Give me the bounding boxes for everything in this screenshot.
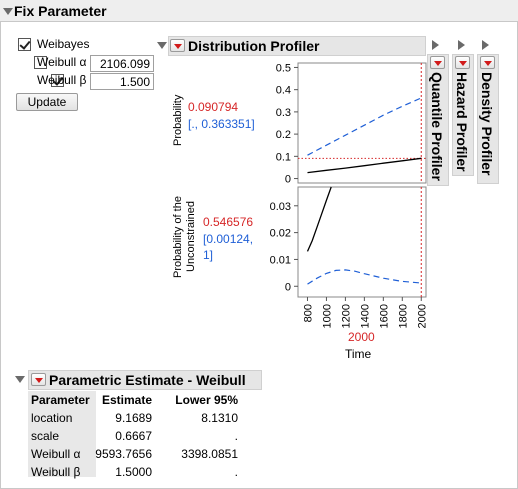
- row-lower95: .: [234, 465, 238, 479]
- x-tick-label: 1200: [340, 304, 352, 328]
- y-tick-label: 0.5: [276, 62, 291, 74]
- row-param: location: [31, 411, 73, 425]
- quantile-profiler-title: Quantile Profiler: [429, 72, 445, 181]
- panel2-ylabel: Probability of the: [172, 188, 184, 286]
- panel2-value: 0.546576: [203, 215, 254, 229]
- x-tick-label: 1000: [321, 304, 333, 328]
- weibayes-label: Weibayes: [37, 37, 90, 51]
- y-tick-label: 0.02: [270, 228, 291, 240]
- row-lower95: 3398.0851: [181, 447, 238, 461]
- header-parameter: Parameter: [31, 393, 90, 407]
- profiler-header: [168, 36, 426, 56]
- weibull-beta-label: Weibull β: [37, 73, 87, 87]
- density-profiler-tab[interactable]: [477, 54, 499, 184]
- quantile-profiler-tab[interactable]: [427, 54, 449, 186]
- density-disclosure-icon[interactable]: [482, 40, 489, 50]
- y-tick-label: 0.2: [276, 129, 291, 141]
- y-tick-label: 0.1: [276, 151, 291, 163]
- estimate-table: Parameter Estimate Lower 95% location 9.…: [28, 391, 242, 479]
- confidence-curve: [307, 97, 422, 156]
- hazard-profiler-title: Hazard Profiler: [454, 72, 470, 172]
- quantile-disclosure-icon[interactable]: [432, 40, 439, 50]
- header-estimate: Estimate: [101, 393, 152, 407]
- panel2-ylabel-line2: Unconstrained: [185, 201, 197, 273]
- estimate-menu-button[interactable]: [31, 373, 46, 386]
- row-param: scale: [31, 429, 60, 443]
- y-tick-label: 0.01: [270, 254, 291, 266]
- x-tick-label: 2000: [416, 304, 428, 328]
- hazard-menu-button[interactable]: [455, 56, 470, 69]
- panel2-ylabel-line1: Probability of the: [172, 196, 184, 278]
- weibayes-checkbox[interactable]: [18, 38, 31, 51]
- profiler-menu-button[interactable]: [170, 39, 185, 52]
- panel2-interval-1: [0.00124,: [203, 232, 254, 246]
- panel1-ylabel: Probability: [172, 94, 184, 146]
- profiler-disclosure-icon[interactable]: [157, 42, 167, 49]
- x-tick-label: 1600: [378, 304, 390, 328]
- row-param: Weibull β: [31, 465, 81, 479]
- panel2-ylabel-2: Unconstrained: [185, 196, 197, 278]
- row-lower95: .: [234, 429, 238, 443]
- plot-frame: [297, 186, 427, 298]
- x-tick-label: 1400: [359, 304, 371, 328]
- estimate-curve: [307, 157, 422, 174]
- disclosure-icon[interactable]: [3, 8, 13, 15]
- estimate-header: [28, 370, 262, 390]
- row-lower95: 8.1310: [201, 411, 238, 425]
- plot-frame: [297, 62, 427, 184]
- quantile-menu-button[interactable]: [430, 56, 445, 69]
- x-tick-label: 800: [302, 304, 314, 322]
- weibull-beta-input[interactable]: [90, 73, 154, 90]
- weibull-alpha-checkbox[interactable]: [34, 56, 48, 69]
- row-estimate: 9.1689: [115, 411, 152, 425]
- weibull-alpha-label: Weibull α: [37, 55, 87, 69]
- param-column-bg: [28, 391, 96, 477]
- panel1-interval: [., 0.363351]: [188, 117, 255, 131]
- y-tick-label: 0.3: [276, 107, 291, 119]
- row-estimate: 0.6667: [115, 429, 152, 443]
- outline-header: [0, 0, 518, 22]
- profiler-title: Distribution Profiler: [188, 38, 320, 54]
- density-menu-button[interactable]: [480, 56, 495, 69]
- hazard-profiler-tab[interactable]: [452, 54, 474, 176]
- row-estimate: 1.5000: [115, 465, 152, 479]
- panel2-plot: 0.03 0.02 0.01 0: [270, 186, 427, 298]
- outline-title: Fix Parameter: [14, 3, 107, 19]
- estimate-title: Parametric Estimate - Weibull: [49, 372, 246, 388]
- x-axis-label: Time: [345, 347, 372, 361]
- panel1-value: 0.090794: [188, 100, 239, 114]
- weibull-alpha-input[interactable]: [90, 55, 154, 72]
- profiler-plot[interactable]: 0.5 0.4 0.3 0.2 0.1 0 0.03 0.02 0.01 0 800 1000 12…: [240, 60, 430, 340]
- y-tick-label: 0.4: [276, 85, 291, 97]
- y-tick-label: 0: [285, 174, 291, 186]
- weibull-beta-checkbox[interactable]: [50, 74, 64, 87]
- row-estimate: 9593.7656: [95, 447, 152, 461]
- panel1-plot: 0.5 0.4 0.3 0.2 0.1 0: [276, 62, 427, 186]
- panel2-interval-2: 1]: [203, 248, 214, 262]
- header-lower95: Lower 95%: [175, 393, 238, 407]
- x-current-value[interactable]: 2000: [348, 330, 375, 344]
- y-tick-label: 0.03: [270, 201, 291, 213]
- x-axis: 800 1000 1200 1400 1600 1800 2000: [302, 297, 428, 328]
- update-button[interactable]: Update: [16, 93, 78, 111]
- hazard-disclosure-icon[interactable]: [458, 40, 465, 50]
- density-profiler-title: Density Profiler: [479, 72, 495, 176]
- estimate-disclosure-icon[interactable]: [15, 376, 25, 383]
- y-tick-label: 0: [285, 281, 291, 293]
- estimate-curve: [306, 186, 332, 252]
- row-param: Weibull α: [31, 447, 81, 461]
- x-tick-label: 1800: [397, 304, 409, 328]
